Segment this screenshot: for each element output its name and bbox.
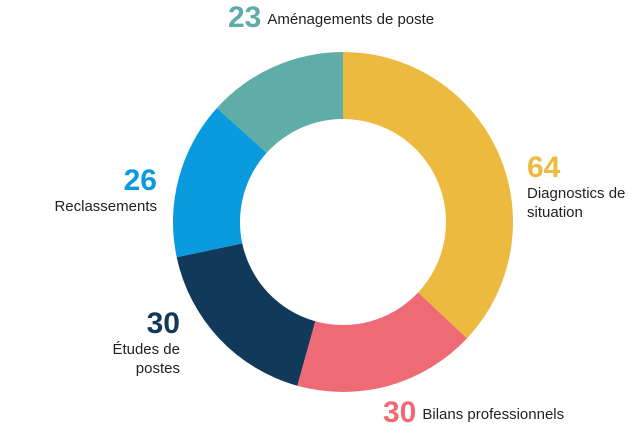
slice-value: 64 [527, 151, 561, 184]
donut-slice [173, 107, 267, 258]
slice-category: Diagnostics de situation [527, 185, 626, 221]
slice-label: 23 Aménagements de poste [228, 2, 434, 34]
slice-label: 64 Diagnostics de situation [527, 152, 629, 222]
slice-label: 26 Reclassements [17, 165, 157, 216]
slice-category: Études de postes [112, 341, 180, 377]
slice-value: 30 [383, 396, 417, 429]
slice-label: 30 Bilans professionnels [383, 397, 564, 429]
slice-category: Aménagements de poste [267, 11, 435, 28]
slice-value: 23 [228, 1, 262, 34]
slice-value: 26 [123, 164, 157, 197]
slice-label: 30 Études de postes [90, 308, 180, 378]
slice-value: 30 [146, 307, 180, 340]
donut-slice [216, 51, 343, 153]
donut-slice [297, 292, 467, 392]
slice-category: Reclassements [54, 198, 157, 215]
slice-category: Bilans professionnels [422, 406, 565, 423]
donut-slice [176, 243, 316, 386]
donut-slice [343, 52, 513, 339]
